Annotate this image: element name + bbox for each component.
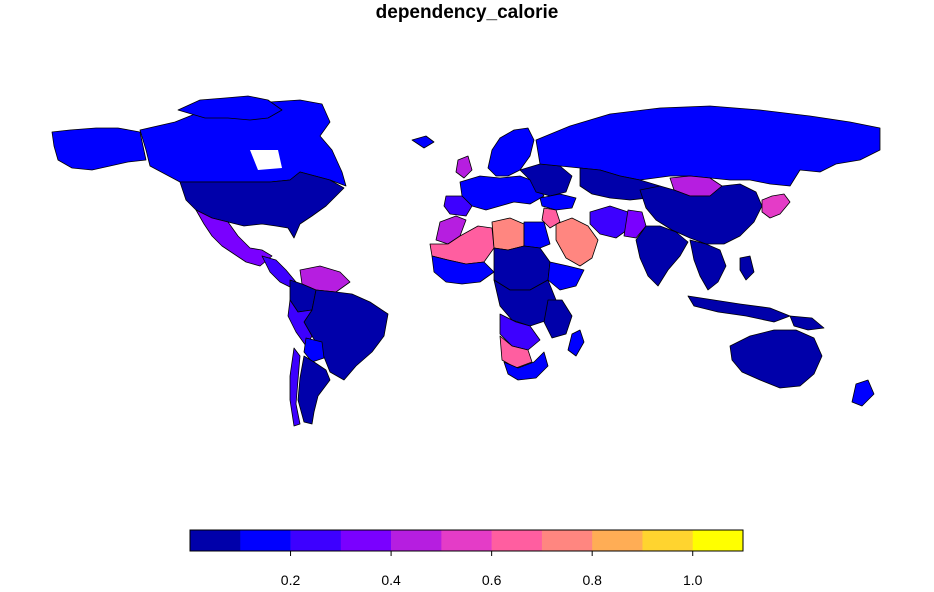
region-uk xyxy=(455,155,473,179)
map-title: dependency_calorie xyxy=(375,2,559,23)
legend-swatch xyxy=(391,530,442,551)
region-new-zealand xyxy=(851,379,875,407)
region-indonesia xyxy=(687,295,791,323)
region-philippines xyxy=(739,255,755,281)
legend-swatch xyxy=(290,530,342,551)
region-arabia xyxy=(555,217,599,267)
region-alaska xyxy=(51,127,147,171)
legend-swatch xyxy=(491,530,543,551)
region-png xyxy=(789,315,825,331)
region-madagascar xyxy=(567,329,585,357)
legend-swatch xyxy=(692,530,744,551)
region-chile xyxy=(289,347,301,427)
region-iberia xyxy=(443,195,473,217)
legend-swatch xyxy=(240,530,291,551)
region-iceland xyxy=(411,135,435,149)
region-southern-africa xyxy=(503,351,549,381)
legend-swatch xyxy=(642,530,694,551)
region-angola-zambia xyxy=(499,313,541,351)
region-levant xyxy=(541,207,561,229)
region-canada-arctic-islands xyxy=(177,95,283,121)
region-china xyxy=(639,183,763,245)
region-greenland-gap xyxy=(250,150,282,170)
legend-swatch xyxy=(190,530,241,551)
region-bolivia xyxy=(303,337,325,363)
legend-tick-label: 0.4 xyxy=(381,572,401,588)
region-southeast-asia xyxy=(689,239,727,291)
legend-tick-label: 0.8 xyxy=(582,572,602,588)
legend-swatch xyxy=(441,530,492,551)
legend-swatch xyxy=(340,530,392,551)
region-east-africa xyxy=(543,299,573,339)
region-australia xyxy=(729,329,823,389)
region-egypt xyxy=(523,221,551,249)
legend-tick-label: 1.0 xyxy=(683,572,703,588)
region-korea-japan xyxy=(761,193,791,219)
region-peru xyxy=(287,299,313,347)
region-argentina xyxy=(297,355,331,425)
legend-swatch xyxy=(541,530,593,551)
legend-border xyxy=(189,529,744,552)
region-scandinavia xyxy=(487,127,535,177)
region-turkey xyxy=(539,193,577,211)
legend-tick-label: 0.2 xyxy=(281,572,301,588)
region-india xyxy=(635,225,689,287)
legend-swatch xyxy=(592,530,643,551)
region-west-africa xyxy=(431,255,495,285)
region-afghanistan-pakistan xyxy=(623,209,647,239)
legend-tick-label: 0.6 xyxy=(482,572,502,588)
region-namibia-botswana xyxy=(499,335,533,369)
region-iran xyxy=(589,205,631,239)
